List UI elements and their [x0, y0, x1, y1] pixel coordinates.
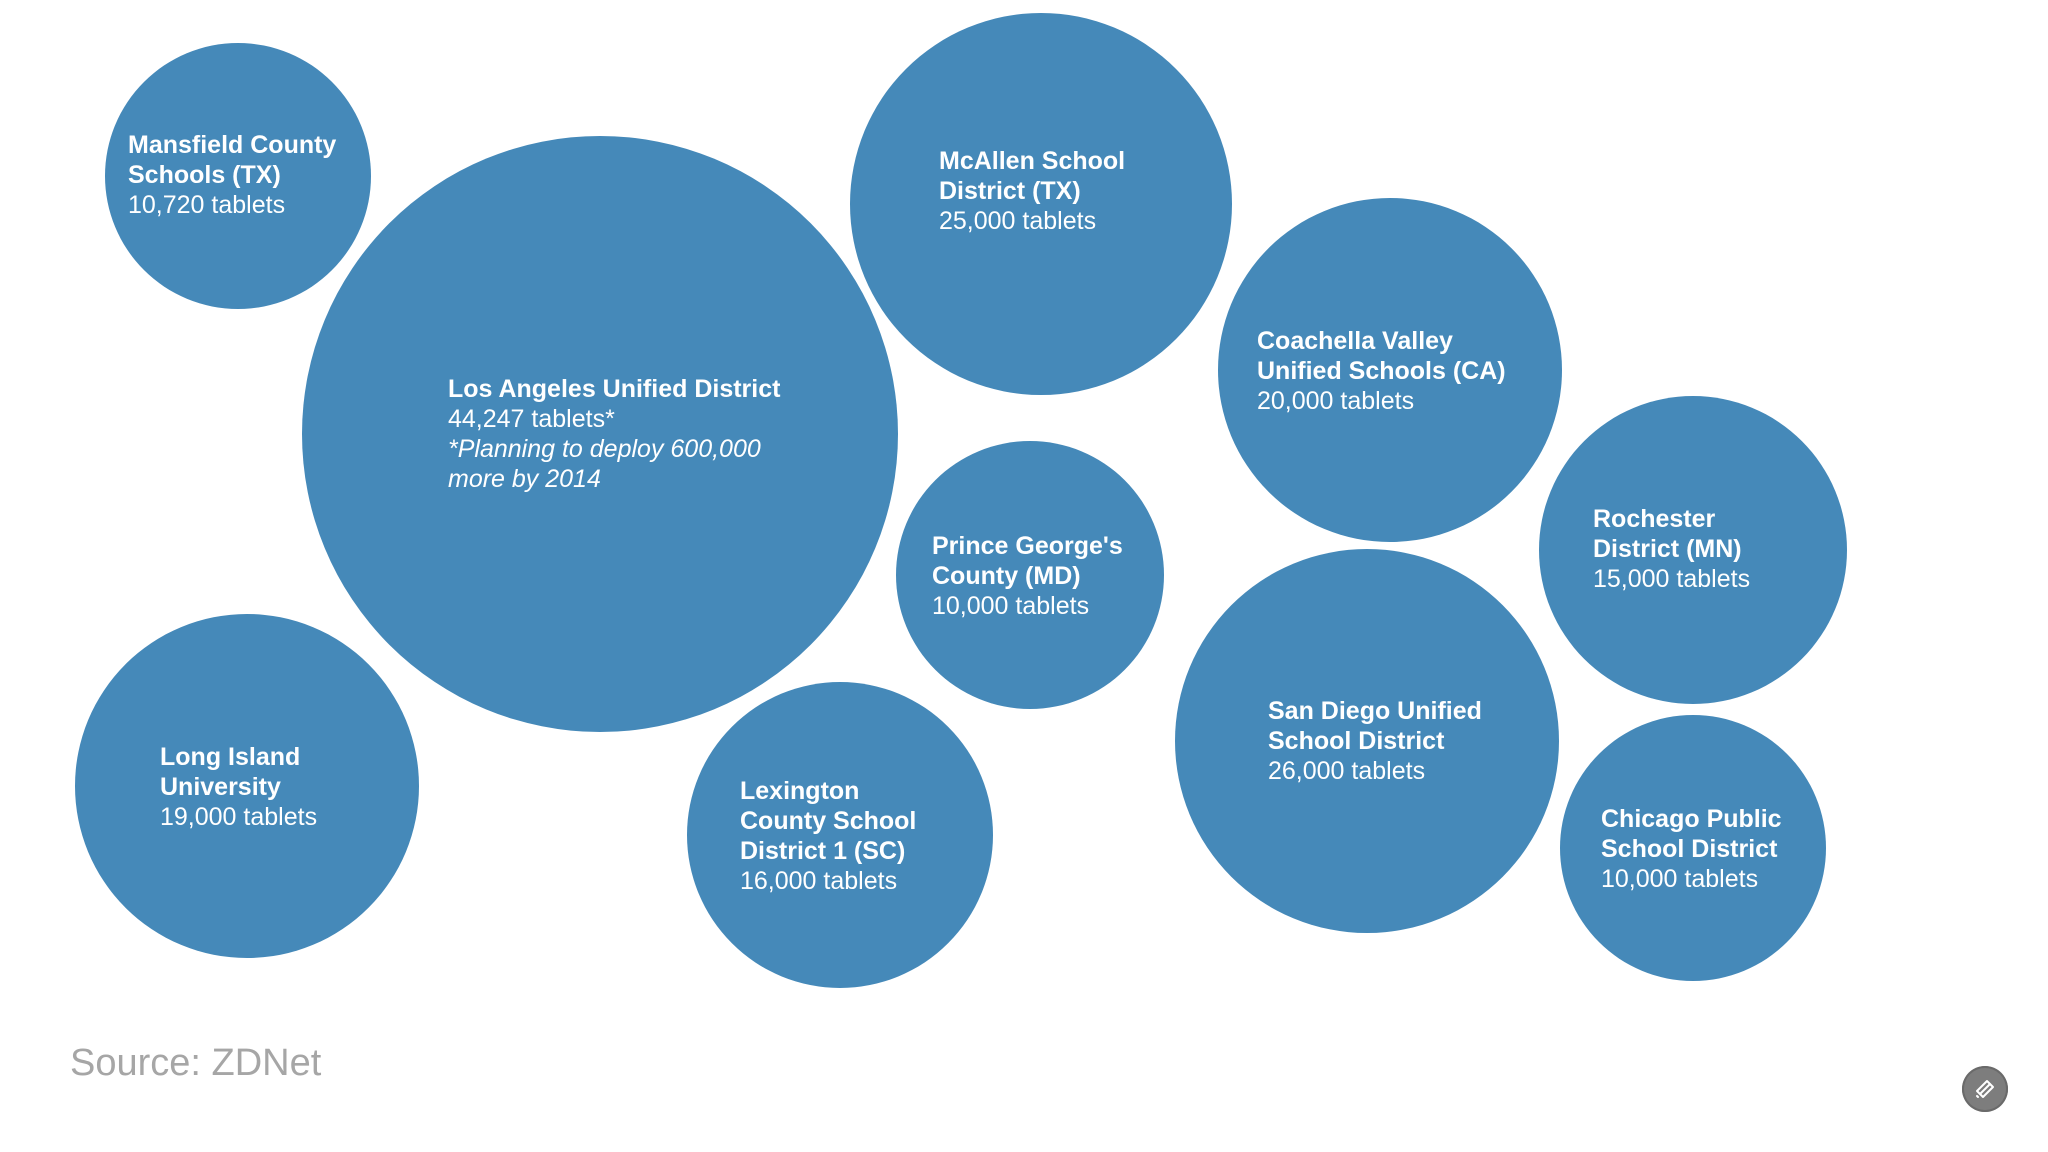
bubble-mcallen-school-district-tx — [850, 13, 1232, 395]
bubble-value-label: 26,000 tablets — [1268, 757, 1426, 785]
bubble-coachella-valley-unified-schools-ca — [1218, 198, 1562, 542]
bubble-value-label: 19,000 tablets — [160, 803, 318, 831]
bubble-label-lexington-county-school-district-1-sc: Lexington County School District 1 (SC) 1… — [740, 776, 916, 896]
chart-source: Source: ZDNet — [70, 1042, 322, 1084]
bubble-name: Chicago Public School District — [1601, 805, 1782, 863]
bubble-value-label: 20,000 tablets — [1257, 387, 1415, 415]
bubble-label-mcallen-school-district-tx: McAllen School District (TX) 25,000 table… — [939, 146, 1125, 236]
bubble-value-label: 10,000 tablets — [932, 592, 1090, 620]
bubble-los-angeles-unified-district — [302, 136, 898, 732]
bubble-name: Lexington County School District 1 (SC) — [740, 777, 917, 865]
bubble-label-san-diego-unified-school-district: San Diego Unified School District 26,000 … — [1268, 696, 1482, 786]
bubble-name: Long Island University — [160, 743, 301, 801]
bubble-value-label: 10,720 tablets — [128, 191, 286, 219]
bubble-chicago-public-school-district — [1560, 715, 1826, 981]
bubble-name: San Diego Unified School District — [1268, 697, 1482, 755]
bubble-note: *Planning to deploy 600,000 more by 2014 — [448, 435, 761, 493]
bubble-value-label: 16,000 tablets — [740, 867, 898, 895]
bubble-long-island-university — [75, 614, 419, 958]
bubble-label-los-angeles-unified-district: Los Angeles Unified District 44,247 table… — [448, 374, 780, 494]
bubble-label-mansfield-county-schools-tx: Mansfield County Schools (TX) 10,720 tabl… — [128, 130, 336, 220]
bubble-label-long-island-university: Long Island University 19,000 tablets — [160, 742, 317, 832]
bubble-mansfield-county-schools-tx — [105, 43, 371, 309]
bubble-label-prince-george-s-county-md: Prince George's County (MD) 10,000 tablet… — [932, 531, 1123, 621]
bubble-lexington-county-school-district-1-sc — [687, 682, 993, 988]
bubble-name: Los Angeles Unified District — [448, 375, 781, 403]
bubble-name: Prince George's County (MD) — [932, 532, 1123, 590]
bubble-name: McAllen School District (TX) — [939, 147, 1126, 205]
corner-widget-button[interactable] — [1962, 1066, 2008, 1112]
layers-icon — [1976, 1080, 1994, 1098]
bubble-name: Mansfield County Schools (TX) — [128, 131, 337, 189]
bubble-label-coachella-valley-unified-schools-ca: Coachella Valley Unified Schools (CA) 20,… — [1257, 326, 1506, 416]
bubble-value-label: 15,000 tablets — [1593, 565, 1751, 593]
bubble-value-label: 25,000 tablets — [939, 207, 1097, 235]
bubble-label-rochester-district-mn: Rochester District (MN) 15,000 tablets — [1593, 504, 1750, 594]
bubble-name: Rochester District (MN) — [1593, 505, 1742, 563]
bubble-name: Coachella Valley Unified Schools (CA) — [1257, 327, 1506, 385]
bubble-prince-george-s-county-md — [896, 441, 1164, 709]
bubble-label-chicago-public-school-district: Chicago Public School District 10,000 tab… — [1601, 804, 1782, 894]
bubble-value-label: 10,000 tablets — [1601, 865, 1759, 893]
bubble-value-label: 44,247 tablets* — [448, 405, 615, 433]
bubble-san-diego-unified-school-district — [1175, 549, 1559, 933]
bubble-rochester-district-mn — [1539, 396, 1847, 704]
